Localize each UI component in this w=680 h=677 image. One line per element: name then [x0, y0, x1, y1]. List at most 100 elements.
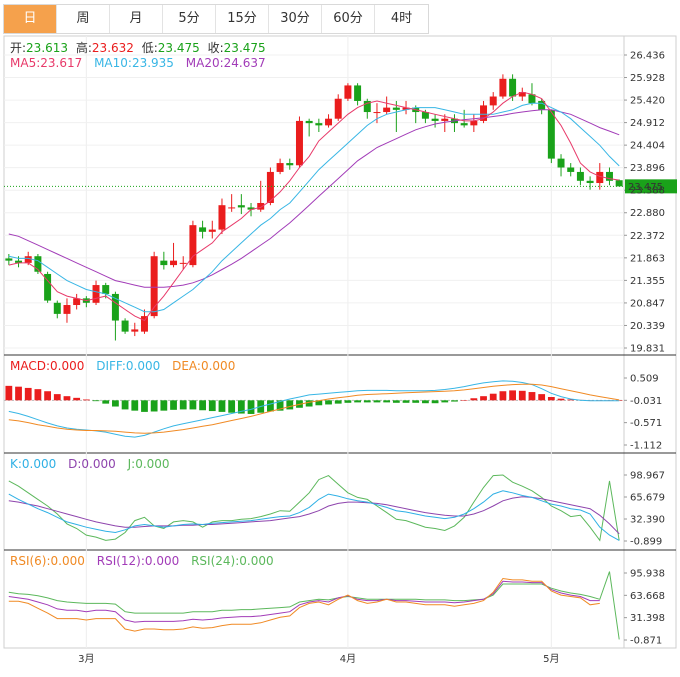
rsi6-line [8, 577, 600, 632]
candle-body [460, 123, 468, 126]
price-tick-label: 24.912 [630, 118, 665, 129]
rsi12-label: RSI(12): [97, 554, 145, 568]
macd-bar [82, 399, 90, 401]
candle-body [266, 171, 274, 203]
candle-body [586, 180, 594, 184]
candle-body [354, 85, 362, 101]
candle-body [373, 112, 381, 114]
candle-body [199, 227, 207, 232]
dea-line [8, 383, 620, 434]
candle-body [547, 109, 555, 159]
macd-bar [557, 398, 565, 401]
ma-legend: MA5:23.617 MA10:23.935 MA20:24.637 [10, 56, 266, 70]
kdj-tick-label: 65.679 [630, 492, 665, 503]
candle-body [257, 202, 265, 210]
candle-body [305, 120, 313, 124]
tab-30min[interactable]: 30分 [269, 5, 322, 33]
macd-bar [305, 400, 313, 407]
macd-bar [24, 387, 32, 401]
candle-body [538, 100, 546, 110]
open-value: 23.613 [26, 41, 68, 55]
candle-body [325, 118, 333, 126]
macd-bar [228, 400, 236, 413]
macd-bar [189, 400, 197, 410]
candle-body [102, 285, 110, 294]
candle-body [179, 262, 187, 264]
d-label: D: [68, 457, 81, 471]
candle-body [53, 302, 61, 314]
j-label: J: [127, 457, 136, 471]
price-tick-label: 23.388 [630, 186, 665, 197]
macd-value: 0.000 [50, 359, 84, 373]
macd-bar [480, 396, 487, 401]
macd-bar [276, 400, 284, 411]
macd-bar [267, 400, 274, 412]
tab-60min[interactable]: 60分 [322, 5, 375, 33]
macd-bar [334, 400, 342, 404]
candle-body [24, 256, 32, 263]
ma5-label: MA5: [10, 56, 40, 70]
dea-label: DEA: [172, 359, 201, 373]
candle-body [15, 260, 23, 263]
macd-bar [363, 400, 371, 403]
macd-bar [470, 398, 478, 401]
diff-line [8, 380, 620, 438]
tab-day[interactable]: 日 [4, 5, 57, 33]
candle-body [363, 100, 371, 113]
candle-body [73, 298, 81, 306]
j-value: 0.000 [135, 457, 169, 471]
macd-bar [179, 400, 187, 410]
macd-bar [373, 400, 381, 403]
rsi-tick-label: 95.938 [630, 569, 665, 580]
macd-bar [528, 392, 536, 401]
macd-bar [344, 400, 352, 403]
tab-week[interactable]: 周 [57, 5, 110, 33]
kdj-tick-label: -0.899 [630, 537, 662, 548]
candle-body [5, 258, 13, 261]
macd-bar [160, 400, 168, 411]
d-line [8, 496, 620, 535]
candle-body [596, 171, 604, 184]
candle-body [92, 285, 100, 303]
candle-body [441, 118, 449, 121]
macd-bar [208, 400, 216, 412]
candle-body [421, 112, 429, 119]
price-tick-label: 20.339 [630, 321, 665, 332]
macd-bar [286, 400, 294, 410]
tab-15min[interactable]: 15分 [216, 5, 269, 33]
macd-bar [422, 400, 429, 404]
price-tick-label: 23.896 [630, 163, 665, 174]
macd-bar [451, 400, 458, 402]
macd-bar [354, 400, 361, 403]
tab-4hour[interactable]: 4时 [390, 11, 413, 26]
candle-body [170, 260, 178, 266]
tab-5min[interactable]: 5分 [163, 5, 216, 33]
tab-month[interactable]: 月 [110, 5, 163, 33]
candle-body [518, 92, 526, 97]
candle-body [276, 163, 284, 172]
rsi-tick-label: 31.398 [630, 613, 665, 624]
ma10-value: 23.935 [132, 56, 174, 70]
d-value: 0.000 [81, 457, 115, 471]
price-tick-label: 21.355 [630, 276, 665, 287]
candle-body [402, 107, 410, 110]
candle-body [121, 320, 129, 332]
price-tick-label: 26.436 [630, 51, 665, 62]
k-label: K: [10, 457, 22, 471]
candle-body [489, 96, 497, 106]
macd-tick-label: 0.509 [630, 374, 659, 385]
price-tick-label: 21.863 [630, 253, 665, 264]
low-label: 低: [142, 41, 158, 55]
x-tick-label: 3月 [78, 653, 94, 665]
macd-bar [499, 391, 507, 401]
candle-body [509, 78, 517, 97]
candle-body [528, 94, 536, 104]
rsi6-label: RSI(6): [10, 554, 51, 568]
kdj-legend: K:0.000 D:0.000 J:0.000 [10, 457, 170, 471]
macd-bar [121, 400, 129, 410]
ma10-label: MA10: [94, 56, 132, 70]
macd-bar [509, 390, 516, 401]
macd-bar [141, 400, 148, 412]
rsi12-value: 0.000 [145, 554, 179, 568]
candle-body [615, 180, 623, 187]
